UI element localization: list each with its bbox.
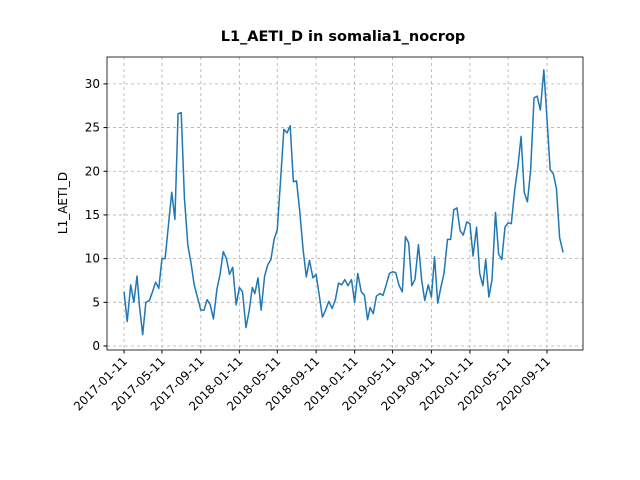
y-tick-label: 30 (85, 77, 100, 91)
y-tick-label: 25 (85, 121, 100, 135)
line (123, 69, 564, 336)
y-tick-label: 5 (92, 295, 100, 309)
y-axis-label: L1_AETI_D (56, 172, 70, 234)
plot-frame (106, 56, 584, 351)
y-tick-label: 0 (92, 339, 100, 353)
y-tick-label: 10 (85, 252, 100, 266)
y-tick-label: 20 (85, 164, 100, 178)
y-tick-label: 15 (85, 208, 100, 222)
chart-title: L1_AETI_D in somalia1_nocrop (221, 29, 466, 45)
